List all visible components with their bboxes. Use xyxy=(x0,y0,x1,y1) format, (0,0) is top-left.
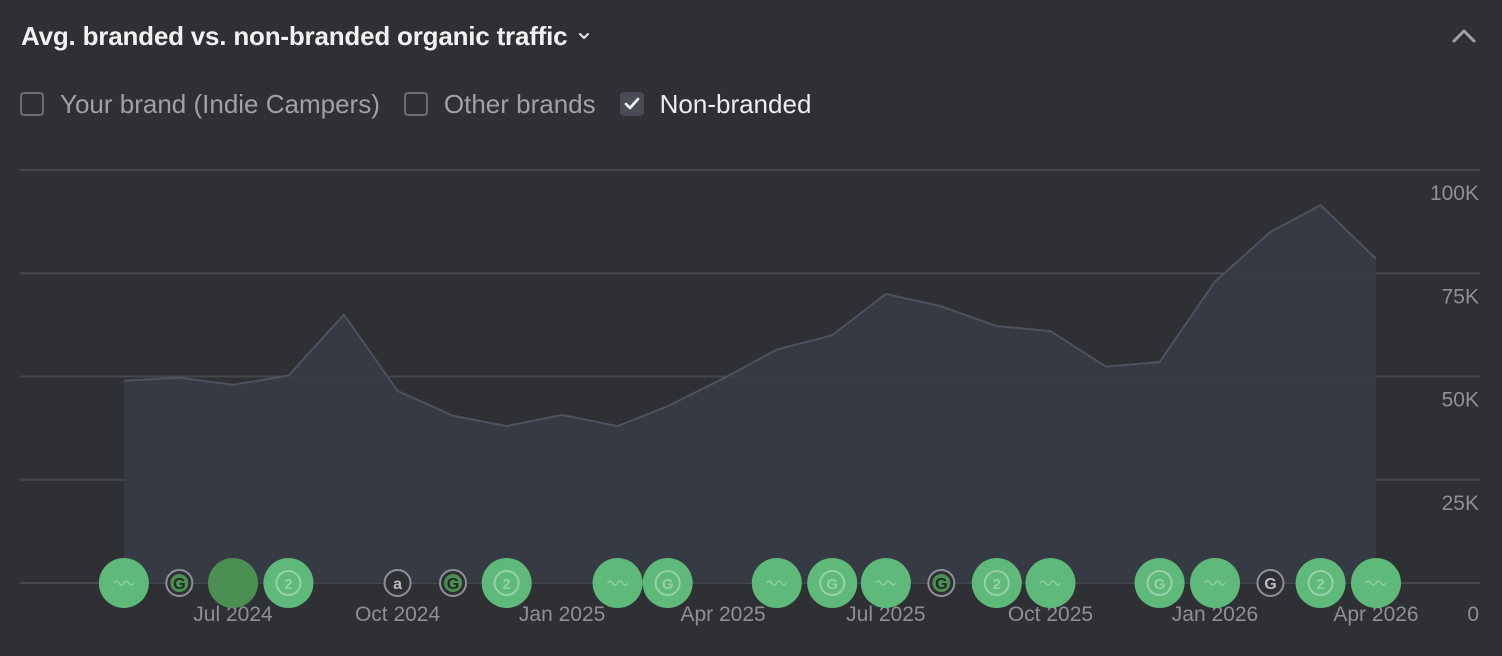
wave-icon xyxy=(113,580,135,586)
event-marker-circle xyxy=(971,558,1022,608)
wave-icon xyxy=(1204,580,1226,586)
event-marker-ring xyxy=(275,570,302,596)
x-tick-label: Apr 2025 xyxy=(680,603,765,626)
event-marker-ring xyxy=(493,570,520,596)
event-marker[interactable] xyxy=(751,558,802,608)
wave-icon xyxy=(875,580,897,586)
wave-icon xyxy=(1365,580,1387,586)
event-marker-ring xyxy=(1146,570,1173,596)
event-marker[interactable]: a xyxy=(383,569,412,597)
y-tick-label: 50K xyxy=(1442,389,1479,412)
filter-your-brand[interactable]: Your brand (Indie Campers) xyxy=(20,89,380,120)
event-marker-circle xyxy=(751,558,802,608)
update-2-icon: 2 xyxy=(284,576,292,593)
series-area xyxy=(123,205,1376,584)
series-line xyxy=(123,203,1377,428)
update-2-icon: 2 xyxy=(1316,576,1324,593)
event-marker-circle xyxy=(1025,558,1076,608)
wave-icon xyxy=(606,580,629,586)
event-marker[interactable]: G xyxy=(642,558,693,608)
series-filters: Your brand (Indie Campers) Other brands … xyxy=(20,86,835,122)
filter-label: Non-branded xyxy=(659,88,812,119)
event-marker[interactable]: G xyxy=(927,569,956,597)
event-marker-circle xyxy=(642,558,693,608)
filter-label: Your brand (Indie Campers) xyxy=(60,88,380,119)
x-tick-label: Jan 2025 xyxy=(519,603,605,626)
event-marker[interactable]: 2 xyxy=(481,558,532,608)
area-chart: 0 25K 50K 75K 100K Jul 2024 Oct 2024 Jan 2025 Ap… xyxy=(20,169,1480,626)
chart-header: Avg. branded vs. non-branded organic tra… xyxy=(21,16,1482,56)
google-icon: G xyxy=(1154,576,1166,593)
update-2-icon: 2 xyxy=(993,576,1001,593)
y-tick-label: 0 xyxy=(1467,603,1479,626)
event-marker-circle xyxy=(208,558,258,608)
event-marker[interactable] xyxy=(1190,558,1241,608)
event-marker-circle xyxy=(98,558,149,608)
x-tick-label: Apr 2026 xyxy=(1333,603,1418,626)
wave-icon xyxy=(766,580,788,586)
event-marker-circle xyxy=(860,558,911,608)
y-tick-label: 100K xyxy=(1430,182,1479,205)
event-marker-ring xyxy=(819,570,846,596)
event-marker-fill xyxy=(932,574,951,592)
x-tick-label: Oct 2024 xyxy=(355,603,441,626)
x-tick-label: Oct 2025 xyxy=(1008,603,1093,626)
wave-icon xyxy=(1039,580,1062,586)
event-marker[interactable]: G xyxy=(439,569,468,597)
y-tick-label: 25K xyxy=(1442,492,1479,515)
filter-other-brands[interactable]: Other brands xyxy=(403,88,596,120)
event-marker-circle xyxy=(383,569,412,597)
event-marker[interactable] xyxy=(98,558,149,608)
event-marker[interactable]: G xyxy=(165,569,194,597)
google-icon: G xyxy=(173,576,185,593)
event-marker-circle xyxy=(481,558,532,608)
x-tick-label: Jul 2025 xyxy=(846,603,925,626)
event-marker-circle xyxy=(1351,558,1401,608)
event-marker[interactable]: G xyxy=(1134,558,1185,608)
chevron-down-icon[interactable] xyxy=(577,29,591,43)
x-tick-label: Jul 2024 xyxy=(193,603,273,626)
event-marker-circle xyxy=(807,558,858,608)
event-marker[interactable] xyxy=(592,558,643,608)
event-marker-circle xyxy=(1295,558,1346,608)
google-icon: G xyxy=(826,576,838,593)
event-marker-circle xyxy=(1190,558,1241,608)
chevron-up-icon[interactable] xyxy=(1450,24,1478,48)
checkbox-checked-icon[interactable] xyxy=(619,92,644,116)
event-marker-fill xyxy=(170,574,189,592)
event-marker[interactable]: G xyxy=(1256,569,1285,597)
checkbox-icon[interactable] xyxy=(20,92,44,116)
google-icon: G xyxy=(935,576,947,593)
y-tick-label: 75K xyxy=(1442,285,1479,308)
event-marker[interactable]: 2 xyxy=(263,558,314,608)
chart-title[interactable]: Avg. branded vs. non-branded organic tra… xyxy=(21,20,568,51)
event-marker-circle xyxy=(1134,558,1185,608)
filter-label: Other brands xyxy=(443,88,596,119)
google-icon: G xyxy=(447,576,459,593)
event-marker-circle xyxy=(592,558,643,608)
event-marker[interactable] xyxy=(1025,558,1076,608)
checkbox-icon[interactable] xyxy=(403,92,428,116)
x-tick-label: Jan 2026 xyxy=(1172,603,1258,626)
event-marker-circle xyxy=(1256,569,1285,597)
event-marker[interactable] xyxy=(860,558,911,608)
event-marker-ring xyxy=(983,570,1010,596)
event-marker-fill xyxy=(444,574,463,592)
event-marker-circle xyxy=(263,558,314,608)
google-icon: G xyxy=(1264,576,1276,593)
amazon-icon: a xyxy=(393,576,402,593)
google-icon: G xyxy=(662,576,674,593)
event-marker-ring xyxy=(1307,570,1334,596)
event-marker[interactable]: G xyxy=(807,558,858,608)
event-marker[interactable] xyxy=(1351,558,1401,608)
event-marker-ring xyxy=(654,570,681,596)
checkmark-icon xyxy=(624,97,639,110)
event-marker[interactable]: 2 xyxy=(971,558,1022,608)
event-marker[interactable] xyxy=(208,558,258,608)
update-2-icon: 2 xyxy=(503,576,511,593)
event-marker[interactable]: 2 xyxy=(1295,558,1346,608)
filter-non-branded[interactable]: Non-branded xyxy=(619,88,812,120)
